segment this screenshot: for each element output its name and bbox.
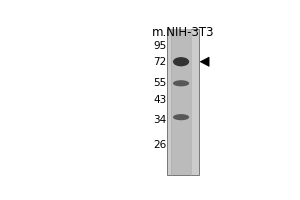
Ellipse shape xyxy=(173,57,189,66)
Text: m.NIH-3T3: m.NIH-3T3 xyxy=(152,26,214,39)
Ellipse shape xyxy=(173,80,189,86)
Bar xyxy=(167,29,199,175)
Text: 26: 26 xyxy=(153,140,167,150)
Text: 95: 95 xyxy=(153,41,167,51)
Bar xyxy=(171,29,191,175)
Text: 72: 72 xyxy=(153,57,167,67)
Text: 34: 34 xyxy=(153,115,167,125)
Ellipse shape xyxy=(173,114,189,120)
Polygon shape xyxy=(200,57,209,66)
Text: 55: 55 xyxy=(153,78,167,88)
Text: 43: 43 xyxy=(153,95,167,105)
